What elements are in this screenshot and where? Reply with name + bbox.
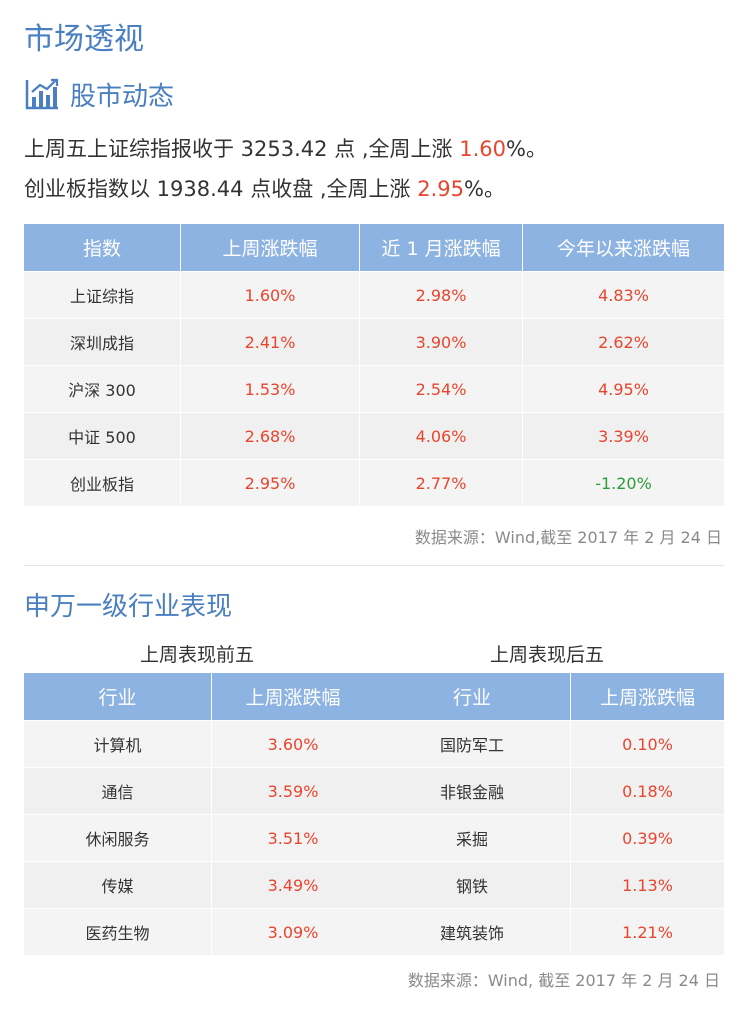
month-change: 2.54% <box>360 365 523 412</box>
table-row: 传媒 3.49% <box>24 861 374 908</box>
bottom5-caption: 上周表现后五 <box>489 644 604 666</box>
industry-name: 通信 <box>24 767 212 814</box>
bottom5-industry-table: 行业 上周涨跌幅 国防军工 0.10% 非银金融 0.18% 采掘 0.39% … <box>374 673 724 955</box>
table-row: 计算机 3.60% <box>24 720 374 767</box>
industry-change: 0.18% <box>571 767 724 814</box>
week-change: 2.41% <box>181 318 360 365</box>
industry-name: 传媒 <box>24 861 212 908</box>
industry-name: 医药生物 <box>24 908 212 955</box>
industry-name: 休闲服务 <box>24 814 212 861</box>
industry-change: 3.59% <box>212 767 374 814</box>
table-row: 深圳成指 2.41% 3.90% 2.62% <box>24 318 724 365</box>
market-index-table: 指数 上周涨跌幅 近 1 月涨跌幅 今年以来涨跌幅 上证综指 1.60% 2.9… <box>24 224 724 506</box>
industry-change: 3.49% <box>212 861 374 908</box>
table-header-row: 行业 上周涨跌幅 <box>24 673 374 720</box>
month-change: 3.90% <box>360 318 523 365</box>
chinext-weekly-change: 2.95 <box>417 177 464 201</box>
industry-name: 计算机 <box>24 720 212 767</box>
industry-change: 1.13% <box>571 861 724 908</box>
bar-chart-icon <box>25 78 59 110</box>
index-name: 上证综指 <box>24 271 181 318</box>
industry-change: 3.60% <box>212 720 374 767</box>
month-change: 4.06% <box>360 412 523 459</box>
table-row: 上证综指 1.60% 2.98% 4.83% <box>24 271 724 318</box>
table-row: 沪深 300 1.53% 2.54% 4.95% <box>24 365 724 412</box>
section-header-market: 股市动态 <box>24 76 174 112</box>
top5-industry-table: 行业 上周涨跌幅 计算机 3.60% 通信 3.59% 休闲服务 3.51% 传… <box>24 673 374 955</box>
section-title-industry: 申万一级行业表现 <box>24 592 233 622</box>
industry-name: 非银金融 <box>374 767 571 814</box>
table-row: 通信 3.59% <box>24 767 374 814</box>
summary-line-shanghai: 上周五上证综指报收于 3253.42 点 ,全周上涨 1.60%。 <box>24 137 547 161</box>
industry-change: 0.39% <box>571 814 724 861</box>
header-industry: 行业 <box>24 673 212 720</box>
industry-name: 国防军工 <box>374 720 571 767</box>
month-change: 2.98% <box>360 271 523 318</box>
ytd-change: 3.39% <box>523 412 724 459</box>
data-source-note: 数据来源：Wind,截至 2017 年 2 月 24 日 <box>414 528 722 547</box>
ytd-change: 4.95% <box>523 365 724 412</box>
industry-change: 1.21% <box>571 908 724 955</box>
table-row: 采掘 0.39% <box>374 814 724 861</box>
table-header-row: 行业 上周涨跌幅 <box>374 673 724 720</box>
header-week: 上周涨跌幅 <box>181 224 360 271</box>
table-row: 中证 500 2.68% 4.06% 3.39% <box>24 412 724 459</box>
data-source-note-industry: 数据来源：Wind, 截至 2017 年 2 月 24 日 <box>407 971 720 990</box>
header-week-change: 上周涨跌幅 <box>571 673 724 720</box>
page-title: 市场透视 <box>24 22 144 57</box>
shanghai-weekly-change: 1.60 <box>459 137 506 161</box>
header-month: 近 1 月涨跌幅 <box>360 224 523 271</box>
table-row: 非银金融 0.18% <box>374 767 724 814</box>
header-index: 指数 <box>24 224 181 271</box>
top5-caption: 上周表现前五 <box>139 644 254 666</box>
week-change: 1.53% <box>181 365 360 412</box>
industry-name: 钢铁 <box>374 861 571 908</box>
index-name: 中证 500 <box>24 412 181 459</box>
month-change: 2.77% <box>360 459 523 506</box>
index-name: 深圳成指 <box>24 318 181 365</box>
index-name: 创业板指 <box>24 459 181 506</box>
industry-change: 3.09% <box>212 908 374 955</box>
header-industry: 行业 <box>374 673 571 720</box>
week-change: 1.60% <box>181 271 360 318</box>
table-header-row: 指数 上周涨跌幅 近 1 月涨跌幅 今年以来涨跌幅 <box>24 224 724 271</box>
section-divider <box>24 565 724 566</box>
ytd-change: -1.20% <box>523 459 724 506</box>
summary-line-chinext: 创业板指数以 1938.44 点收盘 ,全周上涨 2.95%。 <box>24 177 505 201</box>
week-change: 2.68% <box>181 412 360 459</box>
table-row: 医药生物 3.09% <box>24 908 374 955</box>
header-ytd: 今年以来涨跌幅 <box>523 224 724 271</box>
industry-name: 采掘 <box>374 814 571 861</box>
table-row: 建筑装饰 1.21% <box>374 908 724 955</box>
industry-name: 建筑装饰 <box>374 908 571 955</box>
table-row: 国防军工 0.10% <box>374 720 724 767</box>
ytd-change: 4.83% <box>523 271 724 318</box>
header-week-change: 上周涨跌幅 <box>212 673 374 720</box>
table-row: 休闲服务 3.51% <box>24 814 374 861</box>
index-name: 沪深 300 <box>24 365 181 412</box>
ytd-change: 2.62% <box>523 318 724 365</box>
industry-change: 0.10% <box>571 720 724 767</box>
industry-change: 3.51% <box>212 814 374 861</box>
week-change: 2.95% <box>181 459 360 506</box>
section-title-market: 股市动态 <box>70 81 175 112</box>
table-row: 创业板指 2.95% 2.77% -1.20% <box>24 459 724 506</box>
table-row: 钢铁 1.13% <box>374 861 724 908</box>
